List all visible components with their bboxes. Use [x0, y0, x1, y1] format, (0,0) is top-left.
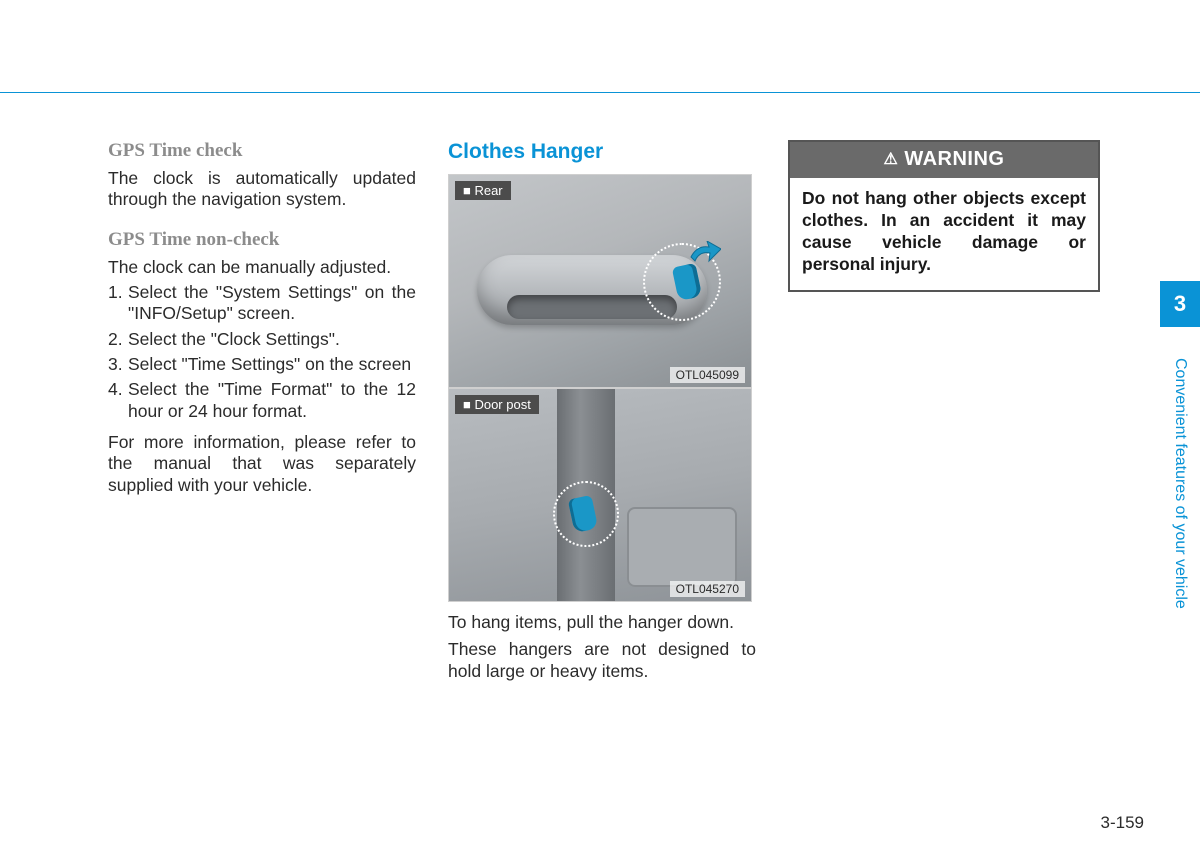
figure-caption-1: To hang items, pull the hanger down. — [448, 612, 756, 633]
warning-box: ⚠ WARNING Do not hang other objects excep… — [788, 140, 1100, 292]
figure-rear: ■ Rear OTL045099 — [448, 174, 752, 388]
warning-triangle-icon: ⚠ — [883, 149, 898, 169]
chapter-tab: 3 — [1160, 281, 1200, 327]
figure-door-code: OTL045270 — [670, 581, 745, 597]
figure-caption-2: These hangers are not designed to hold l… — [448, 639, 756, 682]
step-number: 4. — [108, 379, 128, 422]
gps-time-noncheck-heading: GPS Time non-check — [108, 229, 416, 251]
step-text: Select "Time Settings" on the screen — [128, 354, 416, 375]
figure-door-label: ■ Door post — [455, 395, 539, 414]
gps-time-check-body: The clock is automatically updated throu… — [108, 168, 416, 211]
page-number: 3-159 — [1101, 813, 1144, 833]
gps-time-noncheck-intro: The clock can be manually adjusted. — [108, 257, 416, 278]
chapter-label-text: Convenient features of your vehicle — [1171, 358, 1189, 609]
step-3: 3. Select "Time Settings" on the screen — [108, 354, 416, 375]
figure-rear-label: ■ Rear — [455, 181, 511, 200]
column-left: GPS Time check The clock is automaticall… — [108, 140, 416, 682]
warning-heading: ⚠ WARNING — [790, 142, 1098, 178]
chapter-number: 3 — [1174, 291, 1186, 317]
gps-time-check-block: GPS Time check The clock is automaticall… — [108, 140, 416, 211]
step-number: 3. — [108, 354, 128, 375]
step-1: 1. Select the "System Settings" on the "… — [108, 282, 416, 325]
gps-time-check-heading: GPS Time check — [108, 140, 416, 162]
step-4: 4. Select the "Time Format" to the 12 ho… — [108, 379, 416, 422]
door-panel-shape — [627, 507, 737, 587]
top-rule — [0, 92, 1200, 93]
warning-title-text: WARNING — [904, 148, 1004, 170]
pull-arrow-icon — [687, 241, 721, 269]
column-right: ⚠ WARNING Do not hang other objects excep… — [788, 140, 1098, 682]
chapter-label: Convenient features of your vehicle — [1160, 338, 1200, 628]
content-columns: GPS Time check The clock is automaticall… — [108, 140, 1098, 682]
clothes-hanger-title: Clothes Hanger — [448, 140, 756, 164]
figure-door-post: ■ Door post OTL045270 — [448, 388, 752, 602]
column-middle: Clothes Hanger ■ Rear OTL045099 ■ Door p… — [448, 140, 756, 682]
step-text: Select the "Clock Settings". — [128, 329, 416, 350]
step-text: Select the "Time Format" to the 12 hour … — [128, 379, 416, 422]
step-number: 2. — [108, 329, 128, 350]
warning-body-text: Do not hang other objects except clothes… — [790, 178, 1098, 290]
figure-rear-code: OTL045099 — [670, 367, 745, 383]
step-number: 1. — [108, 282, 128, 325]
step-2: 2. Select the "Clock Settings". — [108, 329, 416, 350]
step-text: Select the "System Settings" on the "INF… — [128, 282, 416, 325]
gps-time-noncheck-block: GPS Time non-check The clock can be manu… — [108, 229, 416, 496]
gps-time-noncheck-outro: For more information, please refer to th… — [108, 432, 416, 496]
